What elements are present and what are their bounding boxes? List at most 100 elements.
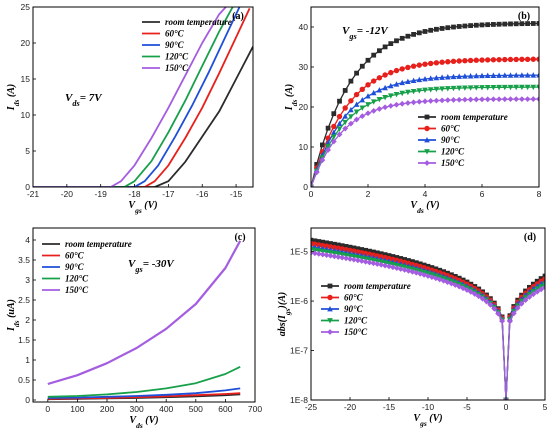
data-point — [365, 82, 371, 88]
data-point — [362, 258, 369, 265]
data-point — [495, 310, 502, 317]
data-point — [433, 74, 440, 81]
data-point — [525, 21, 530, 26]
data-point — [484, 85, 491, 91]
legend-entry: 90°C — [165, 40, 185, 50]
y-tick-label: 2 — [25, 315, 30, 325]
data-point — [393, 67, 400, 74]
data-point — [479, 295, 486, 302]
data-point — [342, 119, 348, 126]
data-point — [519, 96, 525, 103]
legend-marker — [424, 125, 430, 132]
data-point — [522, 297, 529, 303]
data-point — [450, 73, 457, 80]
data-point — [445, 59, 451, 65]
data-point — [524, 56, 531, 62]
data-point — [376, 97, 383, 103]
plot-area — [47, 240, 242, 401]
y-tick-label: 4 — [25, 235, 30, 245]
legend-entry: 60°C — [165, 29, 185, 39]
data-point — [342, 88, 348, 93]
x-tick-label: -10 — [422, 402, 435, 412]
y-tick-label: 20 — [21, 38, 31, 48]
y-axis-label: Ids (A) — [284, 84, 299, 111]
data-point — [502, 21, 508, 27]
data-point — [513, 96, 520, 103]
data-point — [331, 253, 338, 260]
data-point — [370, 99, 377, 105]
data-point — [354, 70, 359, 76]
data-point — [473, 96, 480, 103]
legend-entry: 90°C — [344, 304, 364, 314]
data-point — [311, 184, 314, 187]
data-point — [331, 123, 337, 130]
data-point — [406, 258, 411, 263]
y-tick-label: 10 — [21, 110, 31, 120]
data-point — [365, 93, 371, 99]
data-point — [530, 96, 537, 102]
data-point — [337, 98, 342, 104]
data-point — [330, 138, 337, 145]
data-point — [456, 85, 462, 92]
series-line — [33, 7, 234, 187]
data-point — [335, 242, 341, 248]
data-point — [405, 267, 412, 274]
data-point — [388, 82, 394, 89]
data-point — [371, 78, 377, 84]
data-point — [507, 96, 514, 103]
data-point — [513, 84, 519, 91]
y-tick-label: 10 — [299, 142, 309, 152]
data-point — [359, 113, 366, 120]
data-point — [467, 96, 474, 103]
y-tick-label: 0 — [303, 182, 308, 192]
x-tick-label: -19 — [95, 189, 108, 199]
panel-c: 0 100 200 300 400 500 600 700 0 0.5 1 1.5 2 2.5 3 3.5 4 V… — [6, 227, 262, 428]
data-point — [336, 131, 343, 138]
data-point — [363, 247, 368, 253]
data-point — [410, 77, 417, 83]
data-point — [411, 31, 416, 37]
data-point — [467, 57, 474, 64]
data-point — [353, 101, 360, 107]
data-point — [451, 24, 456, 30]
data-point — [536, 56, 539, 62]
data-point — [462, 85, 468, 91]
data-point — [336, 113, 343, 120]
data-point — [439, 59, 445, 65]
data-point — [342, 113, 348, 119]
data-point — [370, 89, 377, 96]
y-tick-label: 1E-7 — [290, 346, 308, 356]
data-point — [382, 252, 388, 258]
panel-a: -21 -20 -19 -18 -17 -16 -15 0 5 10 15 20 25 Vgs (V) Id… — [6, 2, 254, 215]
data-point — [483, 298, 490, 305]
data-point — [399, 100, 406, 107]
data-point — [462, 23, 468, 29]
data-point — [484, 72, 491, 79]
data-point — [526, 294, 533, 300]
legend-entry: 90°C — [441, 135, 461, 145]
data-point — [433, 86, 440, 93]
data-point — [542, 284, 545, 291]
data-point — [473, 22, 479, 28]
data-point — [353, 116, 360, 123]
data-point — [348, 98, 354, 104]
data-point — [331, 111, 337, 117]
data-point — [314, 162, 320, 167]
data-point — [390, 254, 396, 259]
x-tick-label: 700 — [248, 404, 262, 414]
plot-area — [33, 7, 253, 187]
data-point — [428, 27, 434, 33]
data-point — [319, 157, 326, 164]
data-point — [542, 273, 545, 279]
data-point — [324, 240, 329, 246]
data-point — [348, 106, 354, 113]
x-tick-label: -20 — [61, 189, 74, 199]
y-tick-label: 1E-8 — [290, 395, 308, 405]
data-point — [376, 106, 383, 112]
x-tick-label: 600 — [218, 404, 232, 414]
legend-entry: room temperature — [441, 112, 508, 122]
x-tick-label: -20 — [344, 402, 357, 412]
panel-b: 0 2 4 6 8 0 10 20 30 40 Vds (V) Ids (A) (b) room temp… — [284, 6, 542, 215]
data-point — [382, 262, 388, 269]
data-point — [399, 35, 405, 41]
